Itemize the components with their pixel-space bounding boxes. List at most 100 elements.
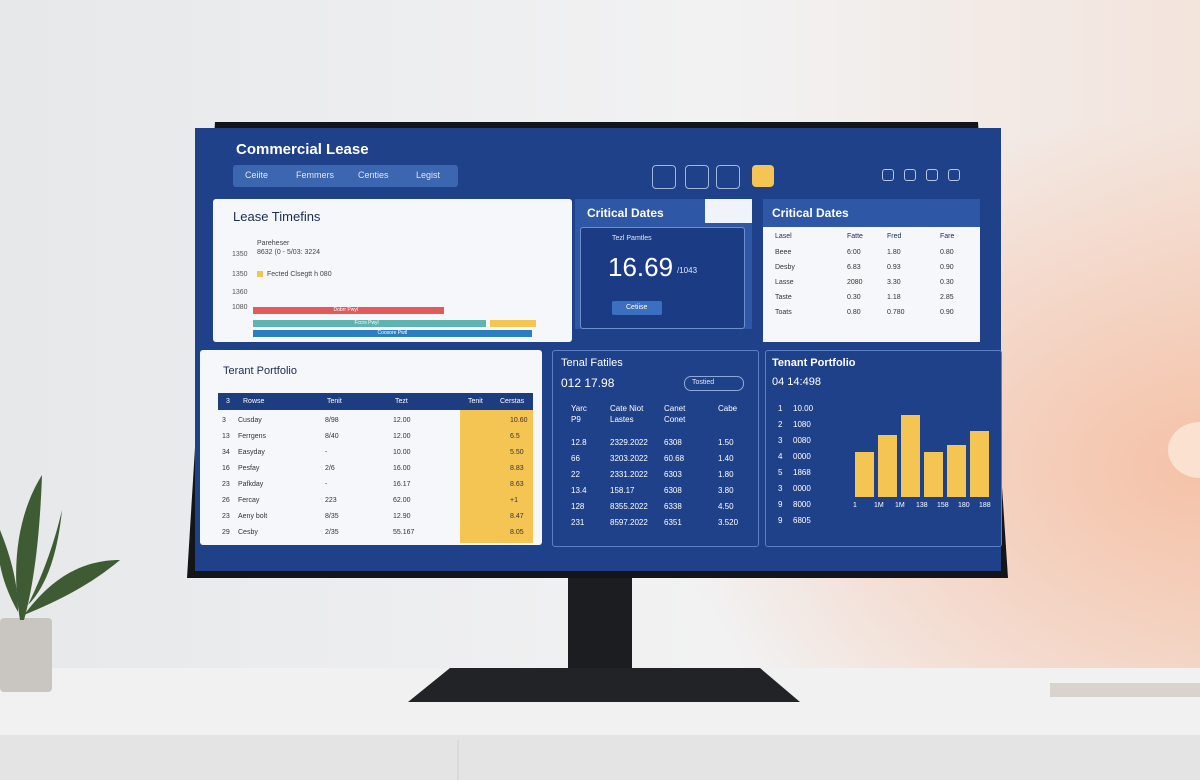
toolbar-button[interactable] (685, 165, 709, 189)
chart-value: 04 14:498 (772, 376, 821, 388)
highlight-column (460, 410, 533, 543)
column-header: Cerstas (500, 398, 525, 405)
table-cell: Pafkday (238, 481, 264, 488)
nav-item[interactable]: Centies (358, 170, 389, 180)
table-cell: 8/40 (325, 433, 339, 440)
table-cell: 223 (325, 497, 337, 504)
axis-label: 1350 (232, 251, 248, 258)
table-cell: 12.8 (571, 438, 587, 447)
x-tick-label: 1M (874, 502, 884, 509)
chart-title: Tenant Portfolio (772, 357, 856, 369)
row-label: 3 (778, 484, 783, 493)
table-cell: 6308 (664, 486, 682, 495)
drawer (0, 735, 1200, 780)
toolbar-button[interactable] (752, 165, 774, 187)
critical-table-header (763, 199, 980, 227)
table-cell: - (325, 449, 328, 456)
table-cell: 2331.2022 (610, 470, 648, 479)
toolbar-button[interactable] (716, 165, 740, 189)
table-cell: 8.47 (510, 513, 524, 520)
nav-item[interactable]: Ceiite (245, 170, 269, 180)
table-cell: 8/98 (325, 417, 339, 424)
panel-title: Tenal Fatiles (561, 357, 623, 369)
axis-label: 1080 (232, 304, 248, 311)
row-label: 8000 (793, 500, 811, 509)
timeline-bar (253, 330, 532, 337)
table-cell: 128 (571, 502, 585, 511)
note: 8632 (0 - 5/03: 3224 (257, 249, 321, 256)
column-header: Tezt (395, 398, 408, 405)
column-header: Fatte (847, 233, 863, 240)
table-cell: 26 (222, 497, 230, 504)
toolbar-button[interactable] (652, 165, 676, 189)
table-cell: 6351 (664, 518, 682, 527)
table-cell: 8.63 (510, 481, 524, 488)
table-cell: 2/35 (325, 529, 339, 536)
table-cell: 3.30 (887, 279, 901, 286)
table-cell: - (325, 481, 328, 488)
bar-label: Dobrr Pwyl (333, 307, 358, 313)
table-cell: 29 (222, 529, 230, 536)
table-cell: 8597.2022 (610, 518, 648, 527)
column-header: Tenit (327, 398, 342, 405)
column-header: Canet (664, 404, 686, 413)
column-header: Yarc (571, 404, 587, 413)
tablet (1050, 683, 1200, 697)
table-cell: 231 (571, 518, 585, 527)
button-label[interactable]: Tostied (692, 379, 715, 386)
row-label: 0080 (793, 436, 811, 445)
legend-swatch (257, 271, 263, 277)
table-cell: 3.520 (718, 518, 739, 527)
header-icon[interactable] (882, 169, 894, 181)
plant (0, 475, 120, 620)
nav-item[interactable]: Femmers (296, 170, 334, 180)
table-cell: Toats (775, 309, 792, 316)
table-cell: Aeny bolt (238, 513, 268, 520)
table-cell: 23 (222, 481, 230, 488)
column-subheader: P9 (571, 415, 581, 424)
column-header: Fare (940, 233, 955, 240)
button-label[interactable]: Cetiise (626, 304, 648, 311)
note: Pareheser (257, 240, 290, 247)
x-tick-label: 180 (958, 502, 970, 509)
bar (924, 452, 943, 497)
x-tick-label: 1 (853, 502, 857, 509)
row-label: 10.00 (793, 404, 814, 413)
header-icon[interactable] (904, 169, 916, 181)
button[interactable] (612, 301, 662, 315)
table-cell: Easyday (238, 449, 265, 456)
table-cell: 60.68 (664, 454, 685, 463)
nav-bar (233, 165, 458, 187)
row-label: 0000 (793, 452, 811, 461)
table-cell: 0.780 (887, 309, 905, 316)
plant-pot (0, 618, 52, 692)
table-cell: 2.85 (940, 294, 954, 301)
table-cell: 0.30 (940, 279, 954, 286)
lease-timeline-panel (213, 199, 572, 342)
table-cell: 0.80 (940, 249, 954, 256)
table-cell: 13.4 (571, 486, 587, 495)
button[interactable] (684, 376, 744, 391)
table-cell: Pesfay (238, 465, 260, 472)
table-cell: 0.93 (887, 264, 901, 271)
table-cell: 0.90 (940, 309, 954, 316)
table-cell: 6.83 (847, 264, 861, 271)
column-subheader: Conet (664, 415, 686, 424)
monitor-neck (568, 575, 632, 670)
x-tick-label: 188 (979, 502, 991, 509)
bar (855, 452, 874, 497)
table-cell: 8.05 (510, 529, 524, 536)
row-label: 1868 (793, 468, 811, 477)
header-icon[interactable] (926, 169, 938, 181)
nav-item[interactable]: Legist (416, 170, 441, 180)
row-label: 5 (778, 468, 783, 477)
header-icon[interactable] (948, 169, 960, 181)
table-cell: 10.60 (510, 417, 528, 424)
x-tick-label: 138 (916, 502, 928, 509)
table-cell: Cusday (238, 417, 262, 424)
table-cell: 8.83 (510, 465, 524, 472)
table-cell: 6308 (664, 438, 682, 447)
monitor-base (408, 668, 800, 702)
column-header: 3 (226, 398, 230, 405)
panel-title: Critical Dates (587, 206, 664, 220)
